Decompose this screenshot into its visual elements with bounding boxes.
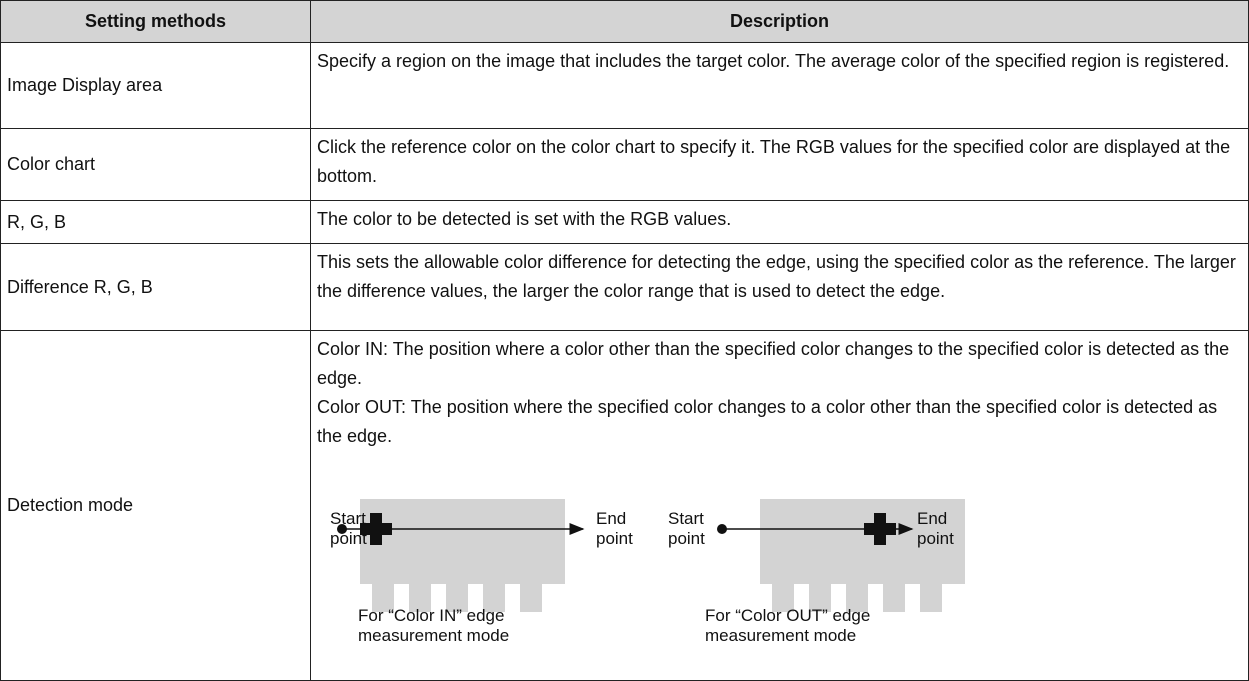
end-label: End point bbox=[596, 509, 633, 548]
description-cell: Color IN: The position where a color oth… bbox=[310, 330, 1249, 681]
row: Difference R, G, B This sets the allowab… bbox=[0, 243, 1249, 331]
description: Color IN: The position where a color oth… bbox=[317, 339, 1230, 388]
start-label: Start point bbox=[668, 509, 705, 548]
description-cell: Specify a region on the image that inclu… bbox=[310, 42, 1249, 129]
method-cell: Image Display area bbox=[0, 42, 311, 129]
caption: For “Color OUT” edge measurement mode bbox=[705, 606, 871, 645]
header-row: Setting methods Description bbox=[0, 0, 1249, 43]
row: Color chart Click the reference color on… bbox=[0, 128, 1249, 201]
start-dot bbox=[337, 524, 347, 534]
description-cell: This sets the allowable color difference… bbox=[310, 243, 1249, 331]
edge-cross bbox=[864, 513, 896, 545]
edge-cross bbox=[360, 513, 392, 545]
description: Specify a region on the image that inclu… bbox=[317, 51, 1230, 71]
end-label: End point bbox=[917, 509, 954, 548]
description: The color to be detected is set with the… bbox=[317, 209, 732, 229]
description: Click the reference color on the color c… bbox=[317, 137, 1231, 186]
description-cell: Click the reference color on the color c… bbox=[310, 128, 1249, 201]
header-cell: Description bbox=[310, 0, 1249, 43]
description: This sets the allowable color difference… bbox=[317, 252, 1236, 301]
caption: For “Color IN” edge measurement mode bbox=[358, 606, 510, 645]
description: Color OUT: The position where the specif… bbox=[317, 397, 1218, 446]
method-cell: Difference R, G, B bbox=[0, 243, 311, 331]
row: Image Display area Specify a region on t… bbox=[0, 42, 1249, 129]
diagram: Start point End point For “Color IN” edg… bbox=[317, 451, 1247, 656]
method-cell: Color chart bbox=[0, 128, 311, 201]
row: Detection mode Color IN: The position wh… bbox=[0, 330, 1249, 681]
start-dot bbox=[717, 524, 727, 534]
header-cell: Setting methods bbox=[0, 0, 311, 43]
diagram-graphic bbox=[337, 499, 965, 612]
method-cell: R, G, B bbox=[0, 200, 311, 244]
method-cell: Detection mode bbox=[0, 330, 311, 681]
row: R, G, B The color to be detected is set … bbox=[0, 200, 1249, 244]
start-label: Start point bbox=[330, 509, 367, 548]
workpiece bbox=[360, 499, 565, 612]
workpiece bbox=[760, 499, 965, 612]
description-cell: The color to be detected is set with the… bbox=[310, 200, 1249, 244]
